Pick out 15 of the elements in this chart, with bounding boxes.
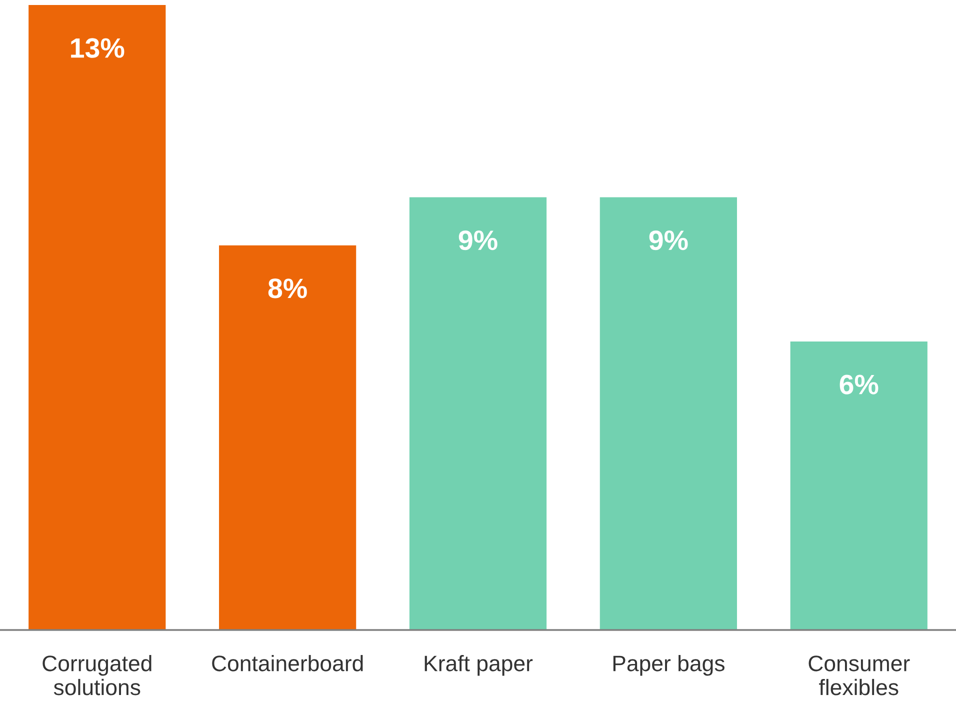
data-label: 13% (71, 38, 124, 58)
data-label: 8% (268, 278, 307, 298)
bar (409, 197, 547, 630)
data-label: 6% (840, 374, 878, 394)
bar (28, 5, 166, 630)
x-tick-label: Containerboard (212, 655, 363, 672)
bar (219, 245, 356, 630)
bar (790, 342, 928, 630)
x-tick-label: Paper bags (613, 655, 724, 676)
data-label: 9% (458, 230, 498, 250)
data-label: 9% (649, 230, 688, 250)
x-tick-label: Kraft paper (424, 655, 533, 676)
x-tick-label: Consumer flexibles (808, 656, 910, 696)
x-tick-label: Corrugated solutions (42, 655, 152, 696)
bar (600, 197, 737, 630)
